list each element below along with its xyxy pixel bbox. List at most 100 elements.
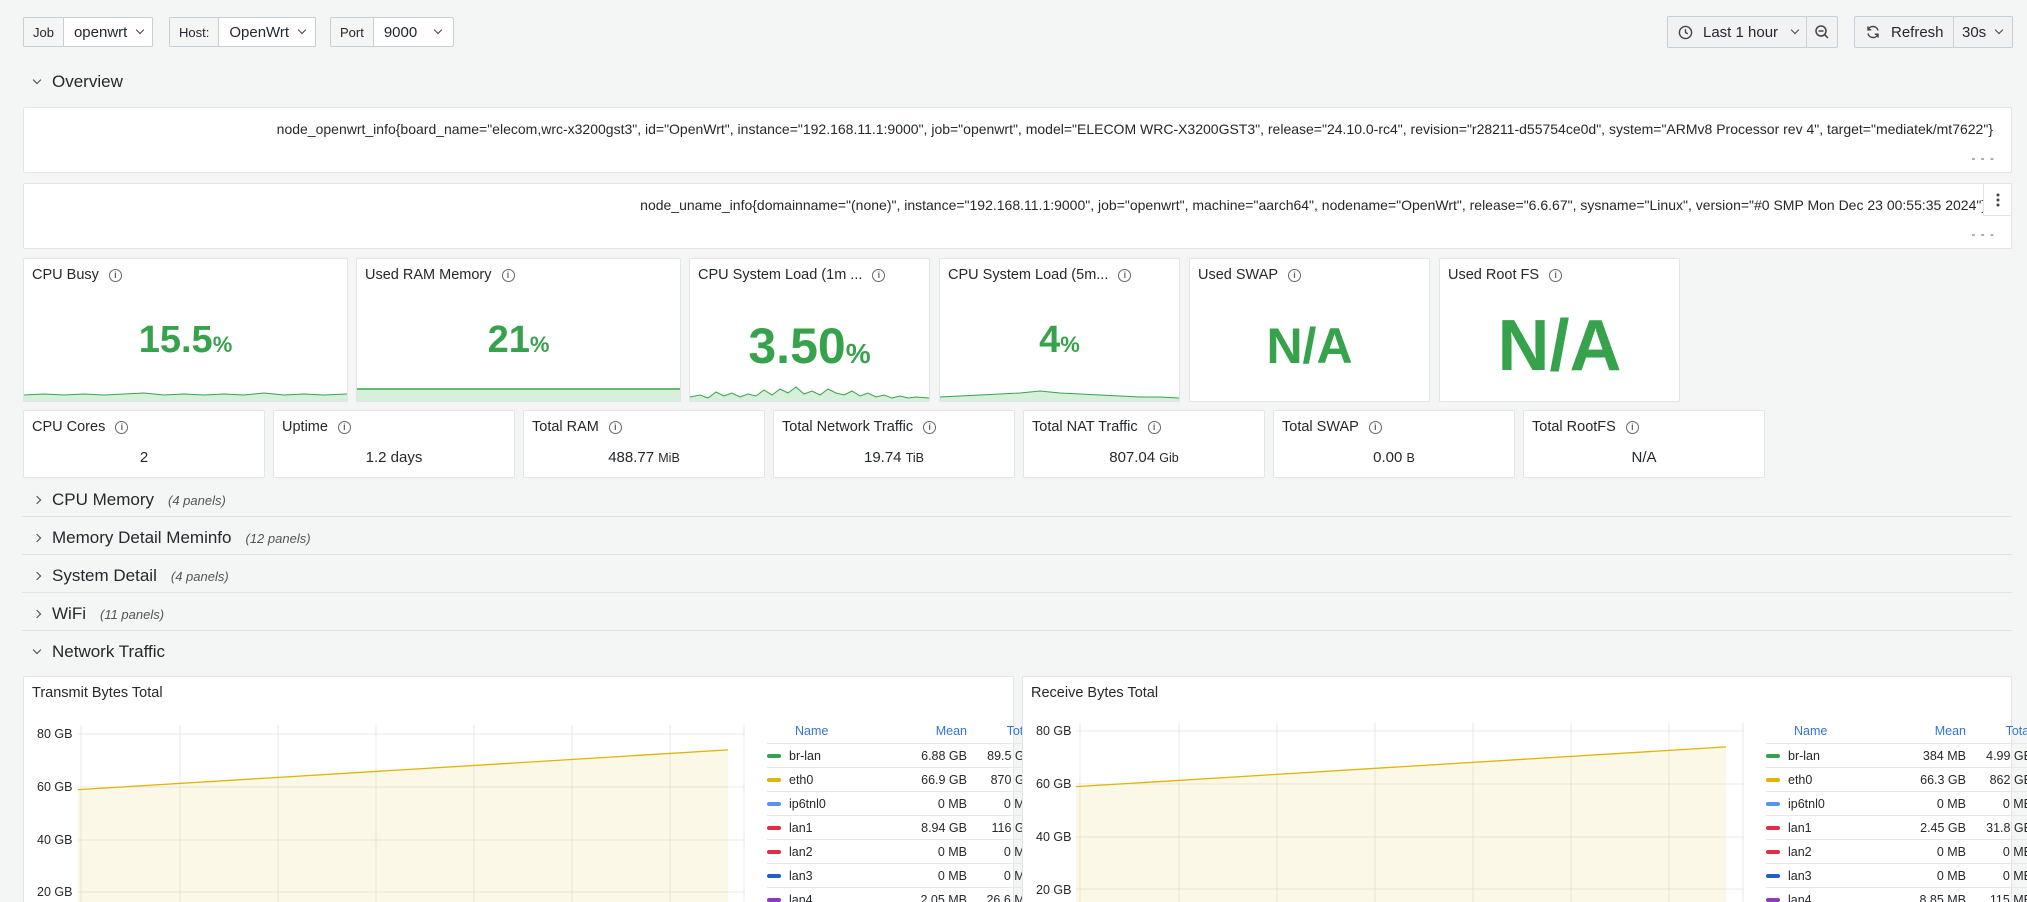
row-panel-count: (11 panels): [99, 606, 165, 622]
legend-header-name[interactable]: Name: [795, 724, 829, 738]
info-icon[interactable]: i: [1368, 420, 1382, 434]
var-job-select[interactable]: openwrt: [64, 18, 152, 46]
row-system-detail[interactable]: System Detail (4 panels): [22, 560, 2012, 592]
panel-title: Used RAM Memory: [365, 267, 492, 283]
info-icon[interactable]: i: [108, 268, 122, 282]
series-mean: 8.85 MB: [1919, 892, 1966, 902]
row-divider: [22, 592, 2012, 593]
var-host[interactable]: Host: OpenWrt: [169, 17, 317, 47]
stat-value: N/A: [1497, 306, 1622, 386]
info-icon[interactable]: i: [1288, 268, 1302, 282]
info-icon[interactable]: i: [115, 420, 129, 434]
transmit-bytes-panel: Transmit Bytes Total 80 GB 60 GB 40 GB 2…: [23, 676, 1033, 902]
series-eth0-line: [1076, 746, 1727, 788]
chart-legend: Name Mean Total br-lan 6.88 GB 89.5 GB eth0 66…: [767, 719, 1033, 902]
info-icon[interactable]: i: [1147, 420, 1161, 434]
gauge-cpu-busy: CPU Busy i 15.5%: [23, 258, 348, 402]
stat-uptime: Uptime i 1.2 days: [273, 410, 515, 478]
chevron-right-icon: [32, 571, 42, 581]
legend-item[interactable]: eth0 66.3 GB 862 GB: [1766, 767, 2027, 791]
row-overview[interactable]: Overview: [22, 66, 2012, 98]
refresh-interval-picker[interactable]: 30s: [1953, 16, 2013, 48]
legend-header-mean[interactable]: Mean: [935, 724, 967, 738]
stat-value: 4%: [1039, 319, 1080, 361]
var-port-select[interactable]: 9000: [374, 18, 453, 46]
info-icon[interactable]: i: [1549, 268, 1563, 282]
panel-title: Total NAT Traffic: [1032, 419, 1138, 435]
legend-item[interactable]: eth0 66.9 GB 870 GB: [767, 767, 1033, 791]
refresh-label: Refresh: [1891, 23, 1944, 41]
legend-item[interactable]: lan1 2.45 GB 31.8 GB: [1766, 815, 2027, 839]
series-mean: 2.05 MB: [920, 892, 967, 902]
var-host-select[interactable]: OpenWrt: [219, 18, 315, 46]
stat-total-swap: Total SWAP i 0.00 B: [1273, 410, 1515, 478]
info-icon[interactable]: i: [501, 268, 515, 282]
panel-title: CPU Cores: [32, 419, 106, 435]
time-range-picker[interactable]: Last 1 hour: [1667, 16, 1807, 48]
panel-title: Used Root FS: [1448, 267, 1540, 283]
series-swatch: [767, 777, 781, 782]
sparkline: [24, 392, 347, 401]
series-swatch: [1766, 873, 1780, 878]
stat-value: 19.74 TiB: [863, 449, 924, 466]
legend-item[interactable]: lan4 2.05 MB 26.6 MB: [767, 887, 1033, 902]
y-tick: 40 GB: [1036, 830, 1072, 844]
legend-item[interactable]: br-lan 384 MB 4.99 GB: [1766, 743, 2027, 767]
series-name: br-lan: [1788, 748, 1820, 763]
series-name: lan1: [789, 820, 813, 835]
info-icon[interactable]: i: [608, 420, 622, 434]
row-network-traffic[interactable]: Network Traffic: [22, 636, 2012, 668]
zoom-out-button[interactable]: [1806, 16, 1838, 48]
var-port[interactable]: Port 9000: [330, 17, 455, 47]
series-eth0-area: [1076, 746, 1726, 902]
series-mean: 0 MB: [1936, 844, 1966, 859]
info-icon[interactable]: i: [1118, 268, 1132, 282]
info-icon[interactable]: i: [872, 268, 886, 282]
series-total: 26.6 MB: [986, 892, 1033, 902]
legend-item[interactable]: lan1 8.94 GB 116 GB: [767, 815, 1033, 839]
panel-title: Transmit Bytes Total: [32, 685, 163, 701]
stat-total-network-traffic: Total Network Traffic i 19.74 TiB: [773, 410, 1015, 478]
var-host-label: Host:: [170, 18, 220, 46]
series-mean: 8.94 GB: [921, 820, 967, 835]
panel-title: Total RootFS: [1532, 419, 1616, 435]
chevron-right-icon: [32, 495, 42, 505]
series-name: ip6tnl0: [789, 796, 826, 811]
series-eth0-line: [78, 749, 729, 791]
info-icon[interactable]: i: [1625, 420, 1639, 434]
refresh-button[interactable]: Refresh: [1854, 16, 1954, 48]
gauge-used-swap: Used SWAP i N/A: [1189, 258, 1430, 402]
row-title: Memory Detail Meminfo: [52, 528, 232, 547]
row-cpu-memory[interactable]: CPU Memory (4 panels): [22, 484, 2012, 516]
series-name: br-lan: [789, 748, 821, 763]
legend-item[interactable]: lan4 8.85 MB 115 MB: [1766, 887, 2027, 902]
stat-value: 1.2 days: [365, 449, 423, 466]
chart-plot: [1076, 723, 1744, 902]
var-job[interactable]: Job openwrt: [23, 17, 154, 47]
series-name: eth0: [789, 772, 814, 787]
chevron-down-icon: [297, 25, 307, 35]
var-port-value: 9000: [383, 23, 418, 41]
series-total: 0 MB: [2002, 868, 2027, 883]
legend-header-total[interactable]: Total: [2005, 724, 2027, 738]
series-swatch: [767, 801, 781, 806]
series-swatch: [767, 825, 781, 830]
stat-total-nat-traffic: Total NAT Traffic i 807.04 Gib: [1023, 410, 1265, 478]
series-mean: 6.88 GB: [921, 748, 967, 763]
legend-header-mean[interactable]: Mean: [1934, 724, 1966, 738]
legend-header-name[interactable]: Name: [1794, 724, 1828, 738]
panel-title: CPU System Load (5m...: [948, 267, 1109, 283]
series-mean: 66.3 GB: [1920, 772, 1966, 787]
legend-item[interactable]: br-lan 6.88 GB 89.5 GB: [767, 743, 1033, 767]
panel-menu-button[interactable]: [1983, 184, 2011, 216]
info-icon[interactable]: i: [337, 420, 351, 434]
row-memory-detail[interactable]: Memory Detail Meminfo (12 panels): [22, 522, 2012, 554]
row-wifi[interactable]: WiFi (11 panels): [22, 598, 2012, 630]
info-icon[interactable]: i: [923, 420, 937, 434]
